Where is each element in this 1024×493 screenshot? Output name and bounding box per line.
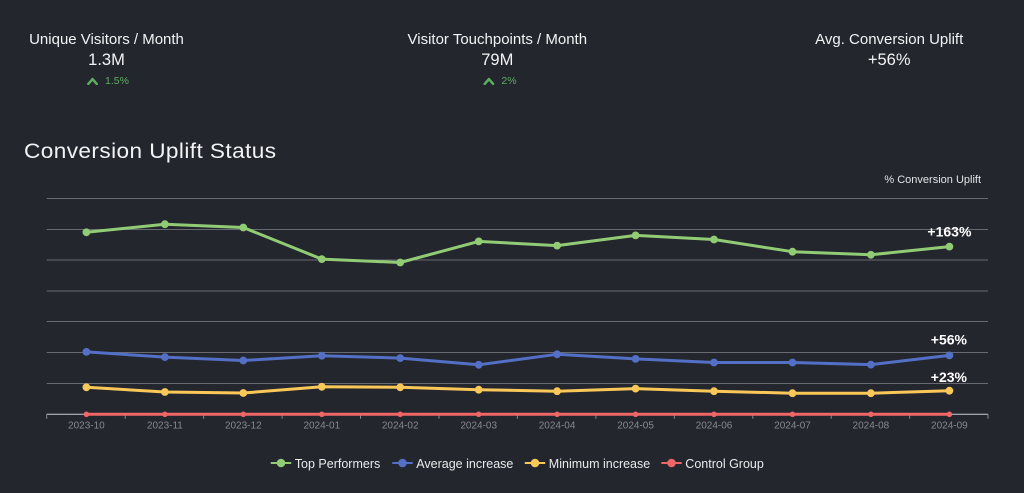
svg-text:2024-05: 2024-05	[617, 421, 654, 432]
svg-text:2023-10: 2023-10	[68, 421, 105, 432]
svg-text:2024-06: 2024-06	[696, 421, 733, 432]
svg-text:+163%: +163%	[927, 223, 972, 239]
svg-text:2024-08: 2024-08	[853, 421, 890, 432]
svg-text:+56%: +56%	[931, 332, 968, 348]
svg-text:2024-03: 2024-03	[460, 421, 497, 432]
svg-text:2024-01: 2024-01	[303, 421, 340, 432]
svg-text:2023-11: 2023-11	[147, 421, 183, 432]
svg-text:Minimum increase: Minimum increase	[549, 457, 650, 471]
svg-text:Top Performers: Top Performers	[295, 457, 380, 471]
svg-text:+23%: +23%	[931, 369, 968, 385]
svg-text:2024-07: 2024-07	[774, 421, 811, 432]
svg-text:Average increase: Average increase	[416, 457, 513, 471]
svg-text:2024-09: 2024-09	[931, 421, 968, 432]
svg-text:Control Group: Control Group	[685, 457, 764, 471]
svg-text:2024-04: 2024-04	[539, 421, 576, 432]
svg-text:2024-02: 2024-02	[382, 421, 419, 432]
svg-text:2023-12: 2023-12	[225, 421, 262, 432]
